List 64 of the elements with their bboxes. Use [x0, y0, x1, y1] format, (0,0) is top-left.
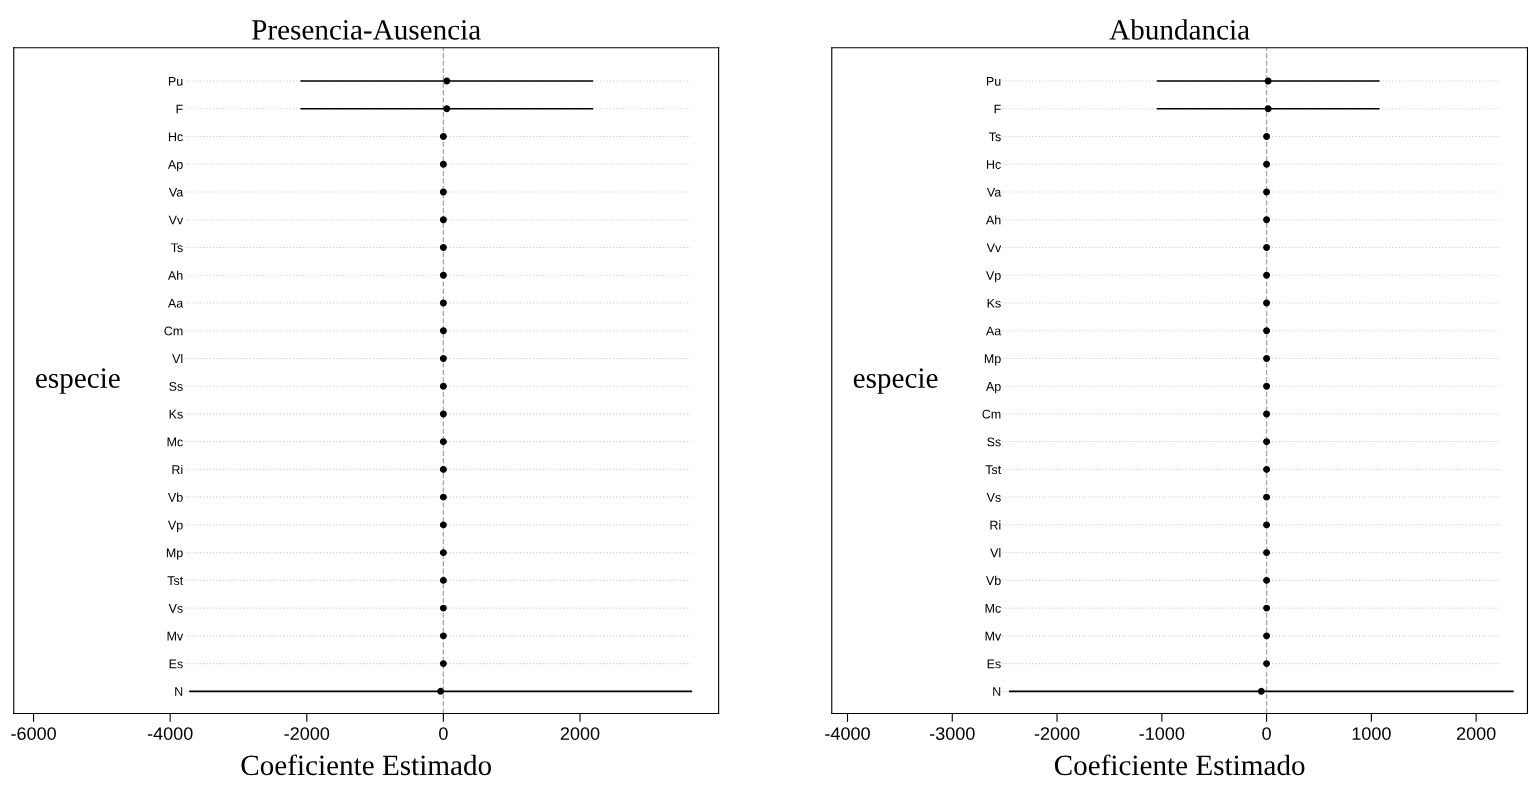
y-tick-label: Pu [168, 76, 183, 86]
y-tick-label: Hc [986, 160, 1001, 169]
y-tick-label: Tst [167, 576, 184, 586]
y-tick-label: F [994, 104, 1001, 114]
y-tick-label: Aa [167, 298, 184, 308]
y-tick-label: Vv [986, 243, 1002, 252]
y-tick-label: Mp [166, 548, 183, 560]
x-tick-label: 1000 [1352, 727, 1391, 740]
x-tick-label: -6000 [11, 727, 56, 740]
y-tick-label: Ss [987, 437, 1001, 447]
y-tick-label: Ri [990, 520, 1001, 530]
y-axis-title: especie [36, 368, 120, 394]
y-tick-label: Vl [990, 548, 1001, 558]
y-tick-label: N [175, 687, 183, 696]
x-tick-label: -3000 [929, 727, 975, 740]
y-tick-label: Ah [167, 270, 183, 280]
chart-title: Abundancia [1109, 19, 1250, 40]
y-tick-label: Ss [169, 381, 183, 391]
y-tick-label: Mc [167, 437, 183, 447]
y-tick-label: Vl [172, 353, 183, 363]
x-tick-label: 0 [439, 727, 448, 740]
y-tick-label: Ri [172, 464, 183, 474]
y-tick-label: Ap [167, 160, 183, 172]
x-tick-label: -1000 [1139, 727, 1185, 740]
x-tick-label: -2000 [284, 727, 330, 740]
x-tick-label: -4000 [147, 727, 193, 740]
y-tick-label: Ts [989, 132, 1001, 142]
y-tick-label: N [993, 687, 1001, 696]
y-tick-label: Pu [986, 76, 1001, 86]
x-tick-label: -2000 [1034, 727, 1080, 740]
y-tick-label: F [176, 104, 183, 114]
y-tick-label: Ah [985, 215, 1001, 225]
y-tick-label: Mv [985, 631, 1002, 641]
y-tick-label: Mv [167, 631, 184, 641]
y-tick-label: Va [168, 187, 184, 197]
y-tick-label: Es [987, 659, 1001, 669]
y-tick-label: Mc [985, 604, 1001, 613]
y-tick-label: Vv [168, 215, 184, 225]
y-tick-label: Cm [164, 326, 183, 336]
y-tick-label: Vb [985, 575, 1001, 586]
y-tick-label: Es [169, 659, 183, 669]
x-tick-label: 2000 [1456, 727, 1496, 740]
x-tick-label: -4000 [825, 727, 870, 740]
y-tick-label: Vs [986, 493, 1001, 502]
y-tick-label: Ks [169, 409, 183, 419]
x-tick-label: 0 [1262, 727, 1271, 740]
chart-title: Presencia-Ausencia [252, 20, 481, 40]
y-tick-label: Cm [982, 409, 1001, 419]
y-tick-label: Ap [985, 382, 1001, 394]
y-tick-label: Vp [985, 271, 1001, 283]
y-tick-label: Tst [985, 465, 1002, 475]
y-tick-label: Vs [168, 604, 183, 613]
y-axis-title: especie [853, 368, 938, 394]
x-axis-title: Coeficiente Estimado [241, 754, 492, 776]
y-tick-label: Ts [170, 243, 183, 253]
x-axis-title: Coeficiente Estimado [1054, 754, 1305, 776]
y-tick-label: Hc [168, 132, 183, 142]
y-tick-label: Aa [985, 326, 1002, 336]
x-tick-label: 2000 [560, 727, 600, 740]
y-tick-label: Mp [984, 354, 1001, 366]
y-tick-label: Vb [167, 492, 183, 502]
y-tick-label: Va [986, 187, 1002, 197]
y-tick-label: Ks [987, 298, 1001, 308]
y-tick-label: Vp [167, 520, 183, 533]
